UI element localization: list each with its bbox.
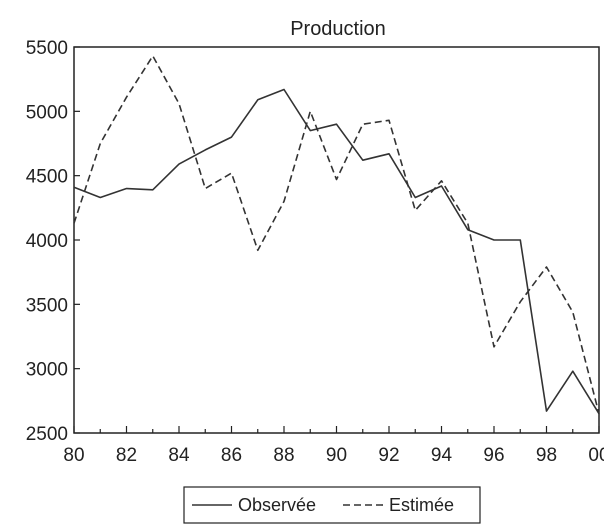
legend-label-observee: Observée <box>238 495 316 515</box>
legend-label-estimee: Estimée <box>389 495 454 515</box>
y-tick-label: 4000 <box>26 231 68 252</box>
x-tick-label: 92 <box>378 445 399 466</box>
x-tick-label: 98 <box>536 445 557 466</box>
y-axis: 2500 3000 3500 4000 4500 5000 5500 <box>26 38 80 445</box>
x-tick-label: 84 <box>168 445 190 466</box>
x-tick-label: 94 <box>431 445 453 466</box>
y-tick-label: 3500 <box>26 295 68 316</box>
series-line-observee <box>73 88 600 415</box>
y-tick-label: 4500 <box>26 167 68 188</box>
series-lines <box>73 55 600 415</box>
x-tick-label: 90 <box>326 445 347 466</box>
series-line-estimee <box>73 55 600 414</box>
x-tick-label: 82 <box>116 445 137 466</box>
chart-title: Production <box>290 18 386 40</box>
x-tick-label: 88 <box>273 445 294 466</box>
x-tick-label: 96 <box>483 445 504 466</box>
y-tick-label: 3000 <box>26 360 68 381</box>
y-tick-label: 5000 <box>26 102 68 123</box>
x-axis: 80 82 84 86 88 90 92 94 96 98 00 <box>63 426 604 466</box>
y-tick-label: 2500 <box>26 424 68 445</box>
x-tick-label: 80 <box>63 445 84 466</box>
x-tick-label: 86 <box>221 445 242 466</box>
legend-box <box>183 486 481 524</box>
y-tick-label: 5500 <box>26 38 68 59</box>
legend: Observée Estimée <box>183 486 481 524</box>
x-tick-label: 00 <box>588 445 604 466</box>
